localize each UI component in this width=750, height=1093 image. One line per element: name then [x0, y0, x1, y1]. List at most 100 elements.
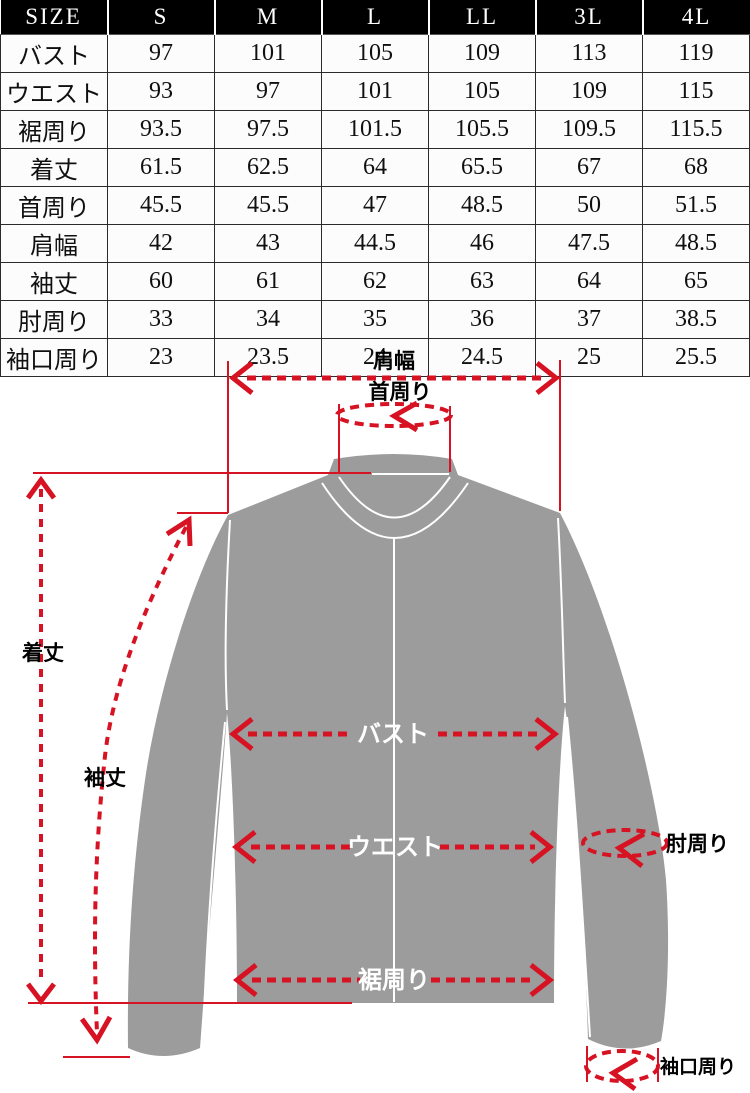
- size-header-cell: S: [106, 0, 216, 35]
- size-table-row: 袖口周り 23 23.5 24 24.5 25 25.5: [0, 338, 750, 377]
- size-value-cell: 50: [535, 186, 643, 225]
- measurement-row-label: 着丈: [0, 148, 108, 187]
- size-value-cell: 24: [321, 338, 429, 377]
- size-table-row: 裾周り 93.5 97.5 101.5 105.5 109.5 115.5: [0, 110, 750, 149]
- arrowhead-left-icon: [614, 831, 646, 868]
- size-value-cell: 65.5: [428, 148, 536, 187]
- size-value-cell: 64: [535, 262, 643, 301]
- size-value-cell: 48.5: [428, 186, 536, 225]
- body-length-annotation: 着丈: [21, 472, 371, 1006]
- size-value-cell: 101: [214, 34, 322, 73]
- size-table-row: 首周り 45.5 45.5 47 48.5 50 51.5: [0, 186, 750, 225]
- size-value-cell: 25: [535, 338, 643, 377]
- size-value-cell: 63: [428, 262, 536, 301]
- measurement-row-label: 肘周り: [0, 300, 108, 339]
- waist-annotation: ウエスト: [231, 830, 555, 864]
- shoulder-width-label: 肩幅: [373, 349, 415, 373]
- size-value-cell: 35: [321, 300, 429, 339]
- measurement-row-label: 袖口周り: [0, 338, 108, 377]
- size-table-row: 肩幅 42 43 44.5 46 47.5 48.5: [0, 224, 750, 263]
- right-shoulder-seam: [557, 517, 566, 704]
- measurement-row-label: 首周り: [0, 186, 108, 225]
- size-value-cell: 36: [428, 300, 536, 339]
- measurement-row-label: ウエスト: [0, 72, 108, 111]
- size-value-cell: 43: [214, 224, 322, 263]
- size-value-cell: 42: [107, 224, 215, 263]
- sleeve-length-annotation: 袖丈: [63, 512, 228, 1058]
- size-value-cell: 38.5: [642, 300, 750, 339]
- size-value-cell: 109: [535, 72, 643, 111]
- size-value-cell: 45.5: [107, 186, 215, 225]
- size-value-cell: 119: [642, 34, 750, 73]
- size-table-row: バスト 97 101 105 109 113 119: [0, 34, 750, 73]
- size-header-cell: LL: [427, 0, 537, 35]
- size-header-cell: SIZE: [0, 0, 109, 35]
- size-table-row: 着丈 61.5 62.5 64 65.5 67 68: [0, 148, 750, 187]
- arrowhead-left-icon: [608, 1056, 639, 1092]
- shoulder-width-annotation: 肩幅: [227, 349, 561, 513]
- size-header-cell: 3L: [534, 0, 644, 35]
- size-value-cell: 105: [428, 72, 536, 111]
- size-value-cell: 115: [642, 72, 750, 111]
- measurement-row-label: 肩幅: [0, 224, 108, 263]
- arrowhead-right-icon: [529, 830, 555, 864]
- size-value-cell: 62: [321, 262, 429, 301]
- neck-label: 首周り: [369, 380, 432, 404]
- arrowhead-right-icon: [529, 963, 555, 997]
- size-value-cell: 33: [107, 300, 215, 339]
- size-value-cell: 97: [107, 34, 215, 73]
- size-value-cell: 51.5: [642, 186, 750, 225]
- size-value-cell: 47.5: [535, 224, 643, 263]
- measurement-annotations: 肩幅 首周り 着丈: [21, 349, 736, 1092]
- cuff-label: 袖口周り: [660, 1055, 736, 1078]
- size-header-cell: L: [320, 0, 430, 35]
- hem-label: 裾周り: [358, 966, 430, 994]
- size-value-cell: 109: [428, 34, 536, 73]
- size-value-cell: 44.5: [321, 224, 429, 263]
- yoke-seam: [321, 482, 469, 539]
- size-table-row: 肘周り 33 34 35 36 37 38.5: [0, 300, 750, 339]
- size-value-cell: 113: [535, 34, 643, 73]
- measurement-row-label: 裾周り: [0, 110, 108, 149]
- size-table-head: SIZE S M L LL 3L 4L: [0, 0, 750, 35]
- size-value-cell: 45.5: [214, 186, 322, 225]
- size-value-cell: 64: [321, 148, 429, 187]
- size-value-cell: 105.5: [428, 110, 536, 149]
- size-table-row: ウエスト 93 97 101 105 109 115: [0, 72, 750, 111]
- bust-label: バスト: [357, 720, 429, 748]
- measurement-row-label: 袖丈: [0, 262, 108, 301]
- body-length-label: 着丈: [21, 641, 64, 665]
- size-value-cell: 97: [214, 72, 322, 111]
- size-value-cell: 25.5: [642, 338, 750, 377]
- bust-annotation: バスト: [228, 717, 560, 751]
- size-value-cell: 65: [642, 262, 750, 301]
- size-value-cell: 48.5: [642, 224, 750, 263]
- size-value-cell: 46: [428, 224, 536, 263]
- right-sleeve-seam: [566, 716, 591, 1038]
- arrowhead-up-icon: [25, 475, 57, 500]
- size-value-cell: 68: [642, 148, 750, 187]
- size-value-cell: 93: [107, 72, 215, 111]
- arrowhead-left-icon: [231, 830, 257, 864]
- waist-label: ウエスト: [347, 833, 443, 861]
- arrowhead-left-icon: [228, 717, 254, 751]
- size-value-cell: 101.5: [321, 110, 429, 149]
- size-value-cell: 47: [321, 186, 429, 225]
- size-header-cell: 4L: [641, 0, 750, 35]
- size-table-header-row: SIZE S M L LL 3L 4L: [0, 0, 750, 35]
- size-value-cell: 109.5: [535, 110, 643, 149]
- size-value-cell: 37: [535, 300, 643, 339]
- size-value-cell: 93.5: [107, 110, 215, 149]
- size-table-row: 袖丈 60 61 62 63 64 65: [0, 262, 750, 301]
- jacket-silhouette: [127, 454, 669, 1056]
- left-shoulder-seam: [224, 519, 231, 711]
- arrowhead-left-icon: [389, 400, 419, 433]
- cuff-annotation: 袖口周り: [584, 1046, 736, 1092]
- size-value-cell: 61: [214, 262, 322, 301]
- size-header-cell: M: [213, 0, 323, 35]
- size-value-cell: 97.5: [214, 110, 322, 149]
- arrowhead-down-icon: [26, 982, 56, 1006]
- size-table: SIZE S M L LL 3L 4L バスト 97 101 105 109 113 119 ウエスト 93…: [0, 0, 750, 377]
- sleeve-length-arrow-line: [93, 526, 188, 1034]
